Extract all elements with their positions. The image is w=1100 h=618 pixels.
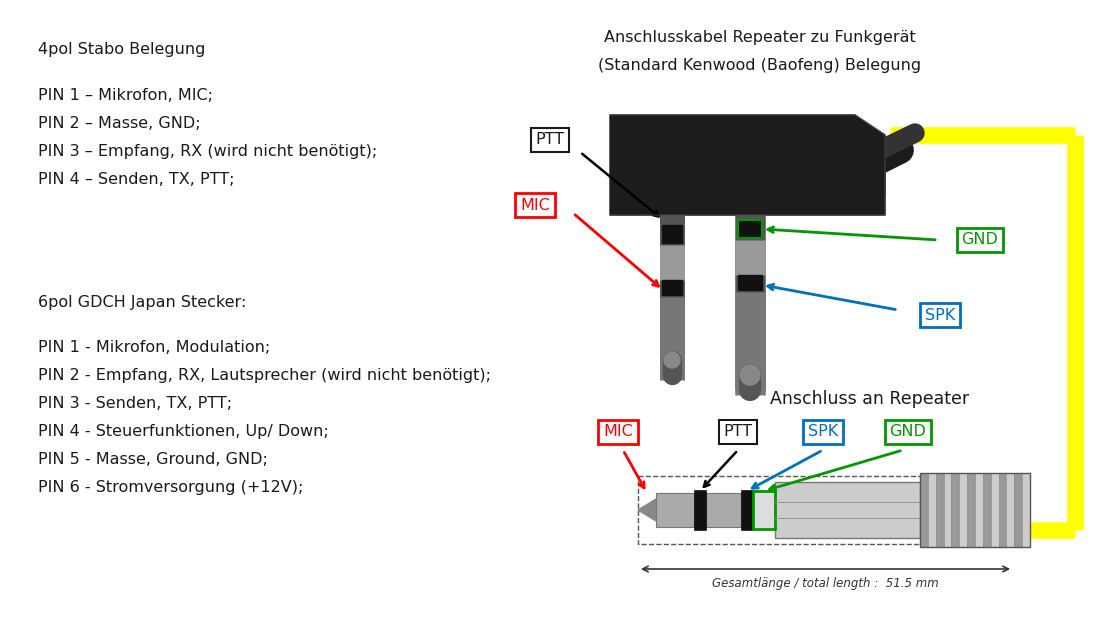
Polygon shape — [610, 115, 886, 215]
Bar — [959, 473, 967, 547]
Bar — [991, 473, 999, 547]
Text: PIN 2 – Masse, GND;: PIN 2 – Masse, GND; — [39, 116, 200, 131]
Text: PIN 1 - Mikrofon, Modulation;: PIN 1 - Mikrofon, Modulation; — [39, 340, 271, 355]
Bar — [638, 476, 1013, 544]
Bar — [1006, 473, 1014, 547]
Text: 4pol Stabo Belegung: 4pol Stabo Belegung — [39, 42, 206, 57]
Bar — [944, 473, 952, 547]
Text: PIN 2 - Empfang, RX, Lautsprecher (wird nicht benötigt);: PIN 2 - Empfang, RX, Lautsprecher (wird … — [39, 368, 491, 383]
Text: PTT: PTT — [536, 132, 564, 148]
Bar — [920, 473, 928, 547]
Text: (Standard Kenwood (Baofeng) Belegung: (Standard Kenwood (Baofeng) Belegung — [598, 58, 922, 73]
Bar — [741, 490, 754, 530]
Text: Anschlusskabel Repeater zu Funkgerät: Anschlusskabel Repeater zu Funkgerät — [604, 30, 916, 45]
Bar — [662, 225, 682, 243]
Circle shape — [664, 352, 680, 368]
Text: Gesamtlänge / total length :  51.5 mm: Gesamtlänge / total length : 51.5 mm — [712, 577, 938, 590]
Text: MIC: MIC — [520, 198, 550, 213]
Bar — [1014, 473, 1022, 547]
Bar — [706, 493, 741, 527]
Text: PIN 4 – Senden, TX, PTT;: PIN 4 – Senden, TX, PTT; — [39, 172, 234, 187]
Text: PIN 5 - Masse, Ground, GND;: PIN 5 - Masse, Ground, GND; — [39, 452, 268, 467]
Bar — [952, 473, 959, 547]
Text: GND: GND — [890, 425, 926, 439]
Bar — [1022, 473, 1030, 547]
Bar — [975, 473, 983, 547]
Bar — [967, 473, 975, 547]
Polygon shape — [638, 499, 656, 521]
Bar — [694, 490, 706, 530]
Text: SPK: SPK — [807, 425, 838, 439]
Text: PIN 3 - Senden, TX, PTT;: PIN 3 - Senden, TX, PTT; — [39, 396, 232, 411]
Text: GND: GND — [961, 232, 999, 247]
Bar — [738, 220, 762, 238]
Bar — [754, 491, 776, 529]
Text: PTT: PTT — [724, 425, 752, 439]
Text: MIC: MIC — [603, 425, 632, 439]
Text: PIN 4 - Steuerfunktionen, Up/ Down;: PIN 4 - Steuerfunktionen, Up/ Down; — [39, 424, 329, 439]
Text: Anschluss an Repeater: Anschluss an Repeater — [770, 390, 969, 408]
Bar — [936, 473, 944, 547]
Circle shape — [740, 365, 760, 385]
Text: 6pol GDCH Japan Stecker:: 6pol GDCH Japan Stecker: — [39, 295, 246, 310]
Text: PIN 3 – Empfang, RX (wird nicht benötigt);: PIN 3 – Empfang, RX (wird nicht benötigt… — [39, 144, 377, 159]
Bar — [983, 473, 991, 547]
Text: PIN 6 - Stromversorgung (+12V);: PIN 6 - Stromversorgung (+12V); — [39, 480, 304, 495]
Bar — [928, 473, 936, 547]
Bar — [776, 482, 920, 538]
Bar — [999, 473, 1007, 547]
Bar — [920, 473, 1030, 547]
Bar — [656, 493, 694, 527]
Bar — [662, 280, 682, 295]
Bar — [738, 275, 762, 290]
Text: SPK: SPK — [925, 308, 955, 323]
Text: PIN 1 – Mikrofon, MIC;: PIN 1 – Mikrofon, MIC; — [39, 88, 213, 103]
